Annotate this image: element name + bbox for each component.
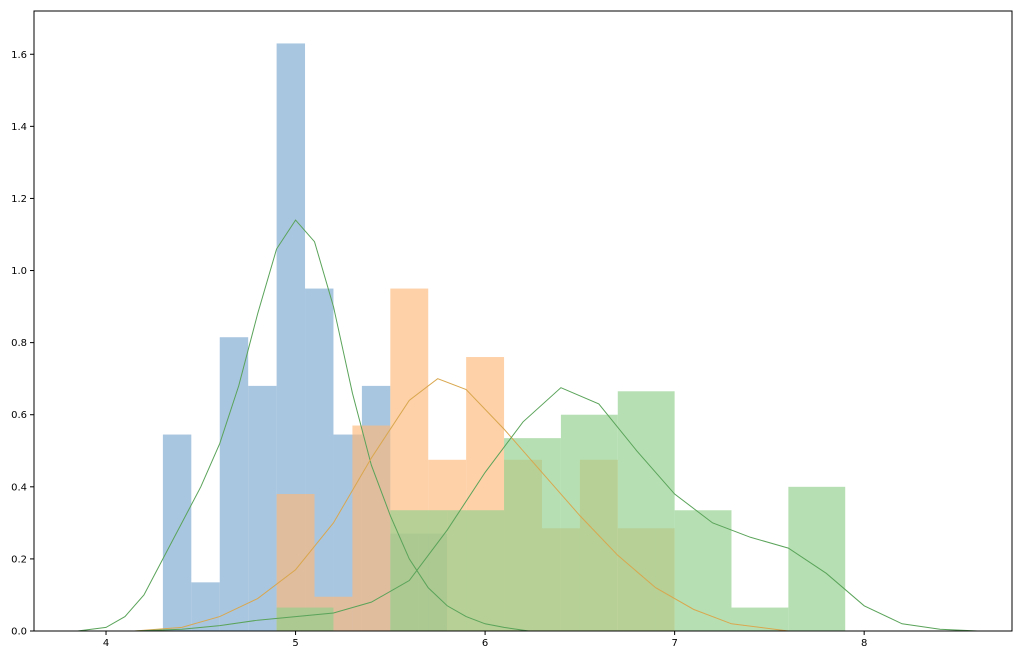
x-tick-label: 8 (861, 638, 867, 649)
y-axis: 0.0 0.2 0.4 0.6 0.8 1.0 1.2 1.4 1.6 (11, 50, 34, 638)
x-tick-label: 5 (292, 638, 298, 649)
kde-curves (77, 219, 978, 632)
x-axis: 4 5 6 7 8 (103, 631, 867, 649)
kde-line-series3 (134, 387, 978, 632)
plot-frame (33, 10, 1013, 632)
y-tick-label: 0.2 (11, 554, 27, 565)
y-tick-label: 0.8 (11, 338, 27, 349)
y-tick-label: 1.4 (11, 122, 27, 133)
y-tick-label: 0.4 (11, 482, 27, 493)
histogram-bar-series2-3 (352, 425, 391, 631)
histogram-bar-series3-3 (447, 510, 505, 631)
histogram-bar-series3-1 (276, 607, 334, 631)
kde-line-series1 (77, 219, 529, 632)
histogram-bar-series3-9 (788, 486, 846, 631)
histogram-bar-series3-5 (560, 414, 618, 631)
histogram-bar-series3-7 (674, 510, 732, 631)
y-tick-label: 1.6 (11, 50, 27, 61)
x-tick-label: 7 (671, 638, 677, 649)
y-tick-label: 1.0 (11, 266, 27, 277)
histogram-bars (162, 43, 846, 632)
histogram-bar-series1-3 (219, 337, 249, 631)
x-tick-label: 4 (103, 638, 109, 649)
histogram-bar-series1-4 (248, 385, 277, 631)
histogram-bar-series3-4 (504, 438, 561, 631)
x-tick-label: 6 (482, 638, 488, 649)
y-tick-label: 1.2 (11, 194, 27, 205)
histogram-bar-series3-6 (617, 391, 675, 631)
histogram-bar-series3-2 (390, 510, 448, 631)
kde-line-series2 (134, 378, 789, 632)
y-tick-label: 0.6 (11, 410, 27, 421)
y-tick-label: 0.0 (11, 627, 27, 638)
